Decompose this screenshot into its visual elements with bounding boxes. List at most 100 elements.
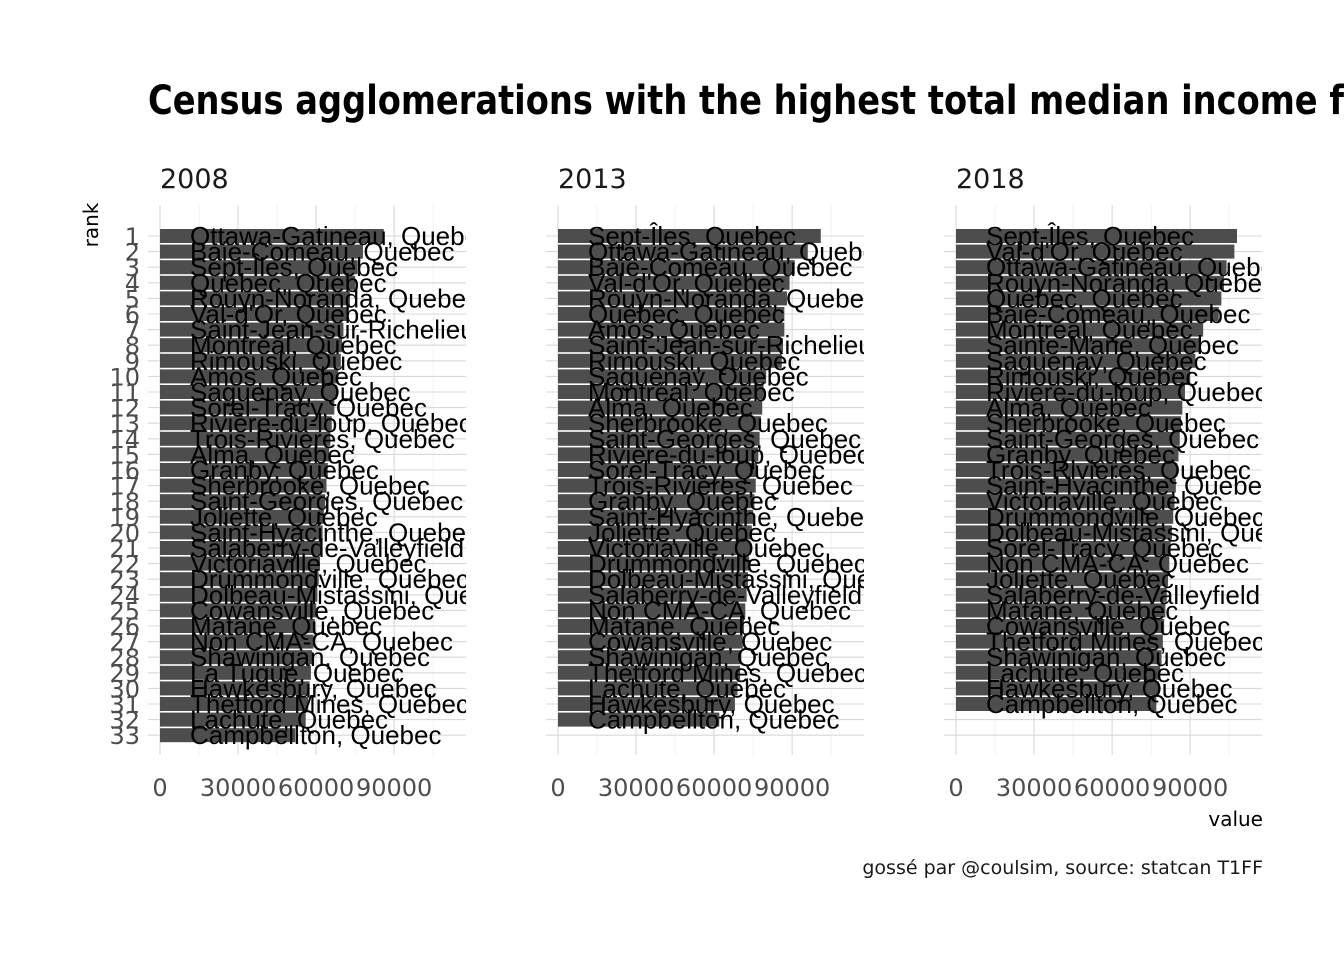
y-tick-label: 18 [109, 488, 140, 516]
bar [558, 385, 764, 399]
bar [160, 307, 348, 321]
bar [558, 463, 758, 477]
bar [160, 587, 318, 602]
bar-label: Granby, Quebec [588, 486, 777, 516]
bar-label: Amos, Quebec [190, 361, 362, 391]
bar-label: Victoriaville, Quebec [986, 486, 1223, 516]
y-tick-label: 26 [109, 613, 140, 641]
y-tick-label: 12 [109, 395, 140, 423]
bar-label: Sorel-Tracy, Quebec [986, 533, 1223, 563]
y-tick-label: 1 [125, 223, 140, 251]
bar-label: Saint-Jean-sur-Richelieu, Quebec [190, 315, 580, 345]
bar [956, 275, 1224, 290]
panel-title: 2008 [160, 164, 229, 195]
bar [956, 697, 1157, 711]
bar-label: Saint-Georges, Quebec [986, 424, 1259, 454]
x-tick-label: 30000 [200, 774, 276, 802]
bar [558, 634, 743, 649]
bar-label: Campbellton, Quebec [190, 720, 441, 750]
bar [558, 260, 795, 275]
bar-label: Ottawa-Gatineau, Quebec [588, 237, 890, 267]
bar [956, 400, 1183, 415]
x-tick-label: 60000 [1074, 774, 1150, 802]
bar [160, 416, 332, 431]
x-tick-label: 60000 [676, 774, 752, 802]
bar-label: Sept-Îles, Quebec [190, 252, 398, 282]
bar [160, 634, 314, 649]
bar-label: Granby, Quebec [986, 439, 1175, 469]
bar [956, 634, 1163, 649]
bar [160, 478, 327, 493]
chart-caption: gossé par @coulsim, source: statcan T1FF [862, 857, 1263, 879]
bar [558, 291, 787, 306]
x-axis-label: value [1208, 807, 1263, 831]
bar-label: Ottawa-Gatineau, Quebec [190, 221, 492, 251]
bar-label: Drummondville, Quebec [986, 502, 1265, 532]
x-tick-label: 30000 [598, 774, 674, 802]
bar-label: Rivière-du-loup, Quebec [190, 408, 472, 438]
bar [558, 353, 782, 368]
bar [956, 353, 1196, 368]
bar [558, 697, 735, 711]
bar [160, 244, 363, 259]
bar-label: Cowansville, Quebec [588, 627, 832, 657]
bar [160, 322, 344, 337]
bar-label: Granby, Quebec [190, 455, 379, 485]
bar [160, 275, 356, 290]
bar-label: Montréal, Quebec [190, 330, 397, 360]
bar [558, 275, 790, 290]
bar-label: Val-d'Or, Quebec [986, 237, 1183, 267]
bar [160, 712, 306, 727]
bar-label: Baie-Comeau, Quebec [190, 237, 454, 267]
bar-label: Saint-Hyacinthe, Quebec [190, 517, 479, 547]
bar-label: Sherbrooke, Quebec [588, 408, 828, 438]
y-tick-label: 3 [125, 254, 140, 282]
bar-label: Dolbeau-Mistassini, Quebec [190, 580, 515, 610]
bar [558, 229, 821, 243]
bar-label: Lachute, Quebec [986, 658, 1184, 688]
y-tick-label: 27 [109, 629, 140, 657]
y-tick-label: 24 [109, 582, 140, 610]
bar-label: Non CMA-CA, Quebec [190, 627, 453, 657]
bar [558, 338, 784, 353]
bar-label: Thetford Mines, Quebec [986, 627, 1265, 657]
bar [956, 260, 1227, 275]
y-tick-label: 9 [125, 348, 140, 376]
bar [558, 665, 741, 680]
y-tick-label: 7 [125, 317, 140, 345]
bar-label: Montréal, Quebec [986, 315, 1193, 345]
panel-title: 2018 [956, 164, 1025, 195]
bar-label: Québec, Quebec [190, 268, 387, 298]
bar-label: Trois-Rivières, Quebec [986, 455, 1251, 485]
bar-label: Sherbrooke, Quebec [190, 471, 430, 501]
bar [956, 385, 1185, 399]
bar-label: Saint-Jean-sur-Richelieu, Quebec [588, 330, 978, 360]
bar [160, 338, 343, 353]
y-tick-label: 25 [109, 597, 140, 625]
bar [558, 478, 756, 493]
y-tick-label: 17 [109, 473, 140, 501]
bar [956, 478, 1176, 493]
bar-label: Rivière-du-loup, Quebec [588, 439, 870, 469]
bar [160, 463, 328, 477]
bar-label: Saint-Hyacinthe, Quebec [588, 502, 877, 532]
bar [160, 353, 341, 368]
bar-label: Shawinigan, Quebec [588, 642, 828, 672]
bar [160, 556, 321, 571]
bar-label: Lachute, Quebec [190, 705, 388, 735]
bar [558, 447, 759, 462]
bar-label: Shawinigan, Quebec [986, 642, 1226, 672]
bar [160, 728, 296, 743]
bar [160, 447, 330, 462]
bar-label: La Tuque, Quebec [190, 658, 404, 688]
chart-title: Census agglomerations with the highest t… [148, 78, 1344, 124]
bar-label: Sherbrooke, Quebec [986, 408, 1226, 438]
y-tick-label: 30 [109, 675, 140, 703]
bar-label: Trois-Rivières, Quebec [190, 424, 455, 454]
bar-label: Sorel-Tracy, Quebec [588, 455, 825, 485]
bar-label: Victoriaville, Quebec [588, 533, 825, 563]
